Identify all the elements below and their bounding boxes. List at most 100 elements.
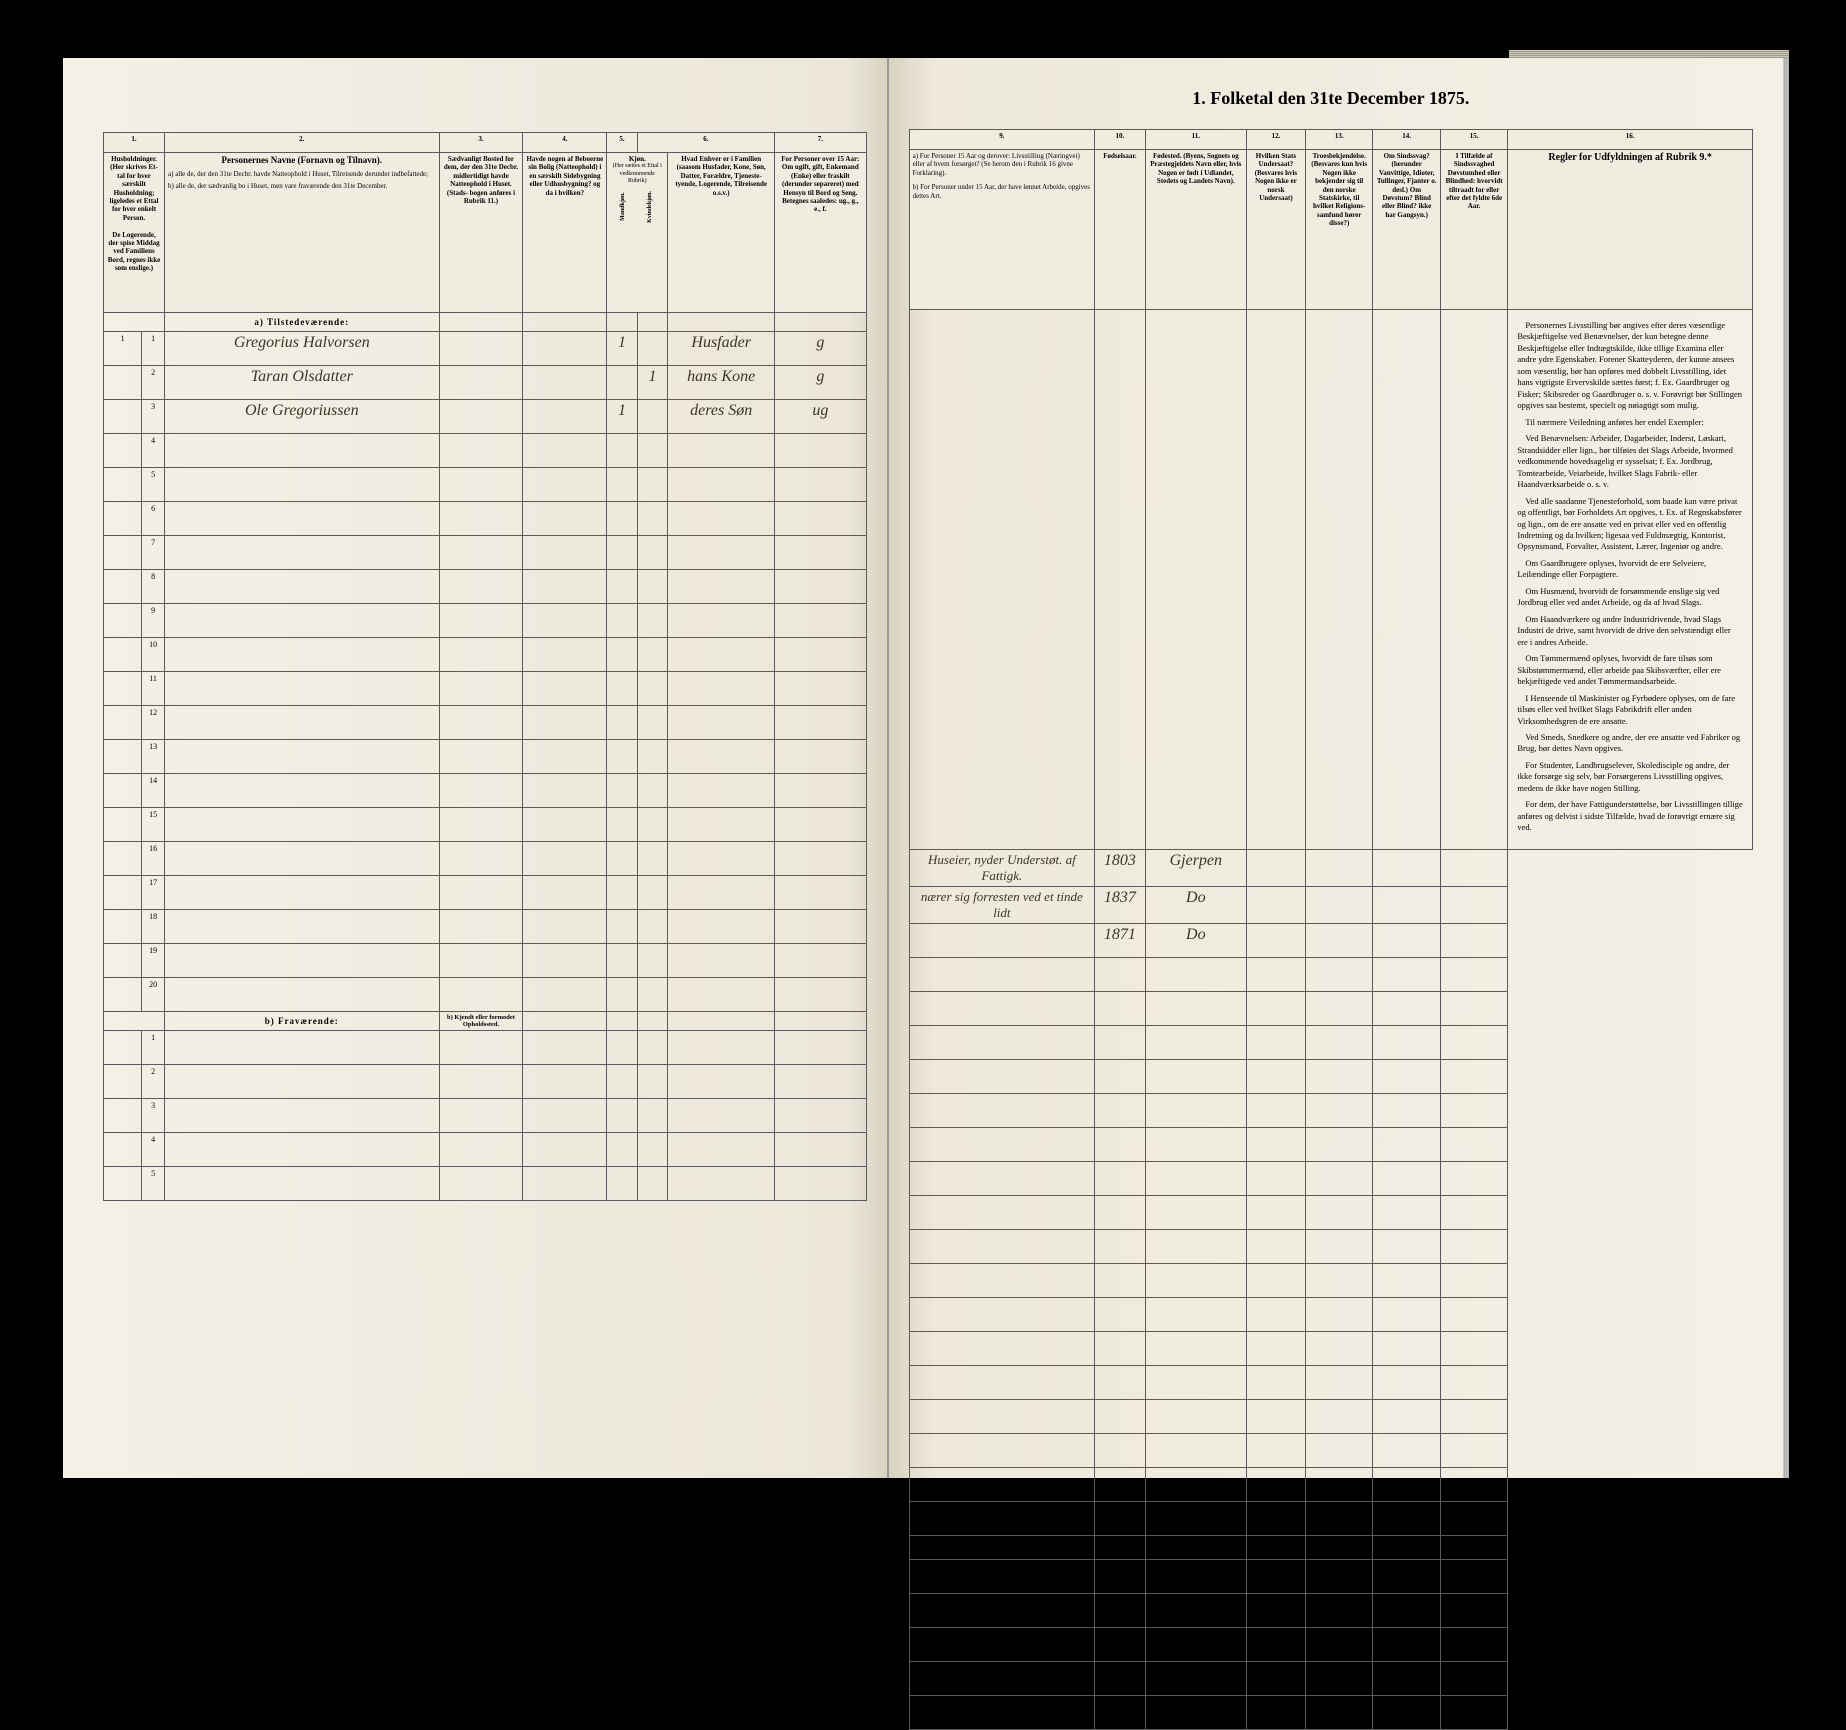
birthyear: 1803 bbox=[1095, 849, 1146, 886]
occupation bbox=[909, 923, 1095, 957]
section-a-spacer-right: Personernes Livsstilling bør angives eft… bbox=[909, 310, 1752, 850]
table-row bbox=[909, 1365, 1752, 1399]
marital: g bbox=[775, 366, 867, 400]
header-row-right: a) For Personer 15 Aar og derover: Livss… bbox=[909, 150, 1752, 310]
sex-f: 1 bbox=[637, 366, 668, 400]
role: deres Søn bbox=[668, 400, 775, 434]
table-row bbox=[909, 1229, 1752, 1263]
instruction-paragraph: Ved alle saadanne Tjenesteforhold, som b… bbox=[1517, 496, 1743, 553]
marital: ug bbox=[775, 400, 867, 434]
hdr-disability-age: I Tilfælde af Sindssvaghed Døvstumhed el… bbox=[1440, 150, 1507, 310]
hdr-family-role: Hvad Enhver er i Familien (saasom Husfad… bbox=[668, 153, 775, 313]
table-row bbox=[909, 1059, 1752, 1093]
table-row: 13 bbox=[104, 740, 867, 774]
col-12: 12. bbox=[1246, 130, 1305, 150]
hdr-faith: Troesbekjendelse. (Besvares kun hvis Nog… bbox=[1305, 150, 1372, 310]
section-a-header: a) Tilstedeværende: bbox=[104, 313, 867, 332]
document-title: 1. Folketal den 31te December 1875. bbox=[909, 88, 1753, 109]
instruction-paragraph: Ved Benævnelsen: Arbeider, Dagarbeider, … bbox=[1517, 433, 1743, 490]
row-no: 1 bbox=[142, 332, 165, 366]
table-row bbox=[909, 1399, 1752, 1433]
census-table-right: 9. 10. 11. 12. 13. 14. 15. 16. a) For Pe… bbox=[909, 129, 1753, 1730]
census-table-left: 1. 2. 3. 4. 5. 6. 7. Husholdninger. (Her… bbox=[103, 132, 867, 1201]
marital: g bbox=[775, 332, 867, 366]
table-row: 8 bbox=[104, 570, 867, 604]
instruction-paragraph: For Studenter, Landbrugselever, Skoledis… bbox=[1517, 760, 1743, 794]
sex-m: 1 bbox=[607, 332, 638, 366]
table-row: 5 bbox=[104, 1167, 867, 1201]
table-row bbox=[909, 1195, 1752, 1229]
table-row: 20 bbox=[104, 978, 867, 1012]
absent-col4: b) Kjendt eller formodet Opholdssted. bbox=[439, 1012, 523, 1031]
birthplace: Do bbox=[1145, 886, 1246, 923]
birthyear: 1837 bbox=[1095, 886, 1146, 923]
table-row: 4 bbox=[104, 1133, 867, 1167]
instruction-paragraph: Til nærmere Veiledning anføres her endel… bbox=[1517, 417, 1743, 428]
table-row: 7 bbox=[104, 536, 867, 570]
hdr-names: Personernes Navne (Fornavn og Tilnavn). … bbox=[165, 153, 440, 313]
col-6: 6. bbox=[637, 133, 774, 153]
occupation: Huseier, nyder Understøt. af Fattigk. bbox=[909, 849, 1095, 886]
census-ledger-book: 1. 2. 3. 4. 5. 6. 7. Husholdninger. (Her… bbox=[63, 58, 1783, 1478]
table-row bbox=[909, 1025, 1752, 1059]
hdr-outbuilding: Havde nogen af Beboerne sin Bolig (Natte… bbox=[523, 153, 607, 313]
sex-f bbox=[637, 332, 668, 366]
table-row: 19 bbox=[104, 944, 867, 978]
instruction-paragraph: Ved Smeds, Snedkere og andre, der ere an… bbox=[1517, 732, 1743, 755]
instruction-paragraph: Om Haandværkere og andre Industridrivend… bbox=[1517, 614, 1743, 648]
instruction-paragraph: For dem, der have Fattigunderstøttelse, … bbox=[1517, 799, 1743, 833]
role: hans Kone bbox=[668, 366, 775, 400]
hdr-households: Husholdninger. (Her skrives Et-tal for h… bbox=[104, 153, 165, 313]
col-number-row: 1. 2. 3. 4. 5. 6. 7. bbox=[104, 133, 867, 153]
instruction-paragraph: Om Tømmermænd oplyses, hvorvidt de fare … bbox=[1517, 653, 1743, 687]
col-10: 10. bbox=[1095, 130, 1146, 150]
table-row: 10 bbox=[104, 638, 867, 672]
col-9: 9. bbox=[909, 130, 1095, 150]
instructions-text: Personernes Livsstilling bør angives eft… bbox=[1511, 312, 1749, 847]
col-13: 13. bbox=[1305, 130, 1372, 150]
instruction-paragraph: I Henseende til Maskinister og Fyrbødere… bbox=[1517, 693, 1743, 727]
hdr-residence: Sædvanligt Bosted for dem, der den 31te … bbox=[439, 153, 523, 313]
role: Husfader bbox=[668, 332, 775, 366]
col-1: 1. bbox=[104, 133, 165, 153]
birthplace: Gjerpen bbox=[1145, 849, 1246, 886]
col-5: 5. bbox=[607, 133, 638, 153]
page-edge-top bbox=[1509, 50, 1789, 58]
row-no: 2 bbox=[142, 366, 165, 400]
hdr-sex: Kjøn. (Her sættes et Ettal i vedkommende… bbox=[607, 153, 668, 313]
table-row bbox=[909, 1127, 1752, 1161]
col-2: 2. bbox=[165, 133, 440, 153]
left-page: 1. 2. 3. 4. 5. 6. 7. Husholdninger. (Her… bbox=[63, 58, 889, 1478]
instructions-cell: Personernes Livsstilling bør angives eft… bbox=[1508, 310, 1753, 850]
table-row bbox=[909, 1661, 1752, 1695]
section-b-spacer-right bbox=[909, 1535, 1752, 1559]
table-row: 16 bbox=[104, 842, 867, 876]
table-row: 2 Taran Olsdatter 1 hans Kone g bbox=[104, 366, 867, 400]
table-row bbox=[909, 1559, 1752, 1593]
table-row: 18 bbox=[104, 910, 867, 944]
table-row bbox=[909, 1467, 1752, 1501]
birthplace: Do bbox=[1145, 923, 1246, 957]
table-row: 3 bbox=[104, 1099, 867, 1133]
hh-no bbox=[104, 400, 142, 434]
col-3-hdr: 3. bbox=[439, 133, 523, 153]
table-row: 11 bbox=[104, 672, 867, 706]
table-row: Huseier, nyder Understøt. af Fattigk. 18… bbox=[909, 849, 1752, 886]
table-row: 14 bbox=[104, 774, 867, 808]
col-14: 14. bbox=[1373, 130, 1440, 150]
table-row bbox=[909, 1501, 1752, 1535]
table-row bbox=[909, 1297, 1752, 1331]
table-row bbox=[909, 1695, 1752, 1729]
occupation: nærer sig forresten ved et tinde lidt bbox=[909, 886, 1095, 923]
row-no: 3 bbox=[142, 400, 165, 434]
table-row: 15 bbox=[104, 808, 867, 842]
hh-no bbox=[104, 366, 142, 400]
hdr-rules: Regler for Udfyldningen af Rubrik 9.* bbox=[1508, 150, 1753, 310]
table-row bbox=[909, 1331, 1752, 1365]
hdr-disability: Om Sindssvag? (herunder Vanvittige, Idio… bbox=[1373, 150, 1440, 310]
table-row: 2 bbox=[104, 1065, 867, 1099]
right-page: 1. Folketal den 31te December 1875. 9. 1… bbox=[889, 58, 1783, 1478]
sex-m bbox=[607, 366, 638, 400]
table-row: 1 bbox=[104, 1031, 867, 1065]
table-row: 4 bbox=[104, 434, 867, 468]
